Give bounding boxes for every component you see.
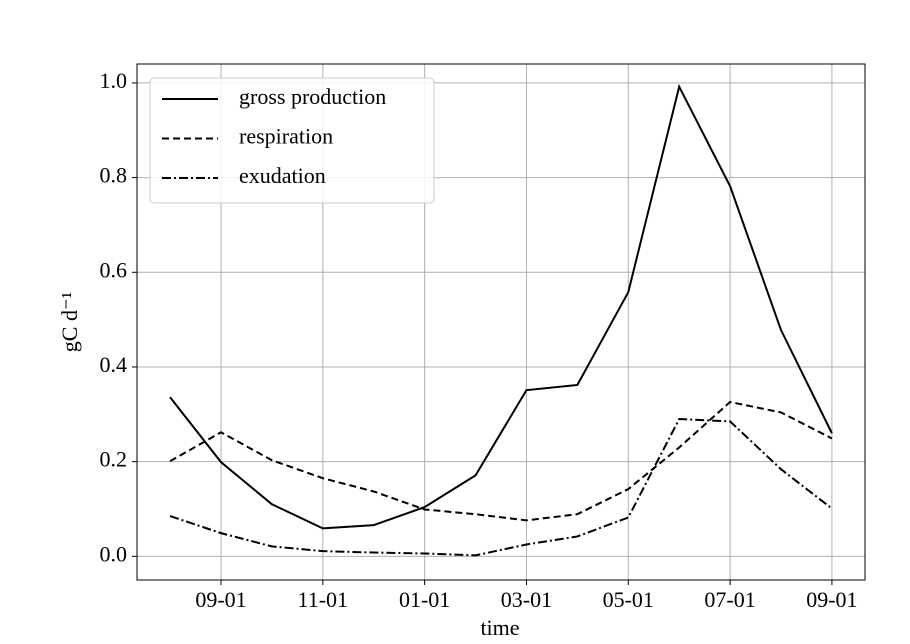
y-tick-label: 0.6 [100,257,128,282]
x-tick-label: 11-01 [298,587,349,612]
x-tick-label: 09-01 [806,587,857,612]
legend-label: exudation [239,163,326,188]
y-tick-label: 0.4 [100,352,128,377]
data-line [169,418,833,557]
legend-label: gross production [239,84,386,109]
x-tick-label: 07-01 [704,587,755,612]
y-tick-label: 1.0 [100,68,128,93]
x-tick-label: 09-01 [195,587,246,612]
data-line [169,400,833,522]
y-axis-label: gC d⁻¹ [57,292,82,352]
plot-frame [136,63,866,581]
legend-label: respiration [239,124,333,149]
x-tick-label: 03-01 [501,587,552,612]
legend-box [149,77,435,204]
x-tick-label: 05-01 [603,587,654,612]
y-tick-label: 0.2 [100,447,128,472]
legend: gross production respiration exudation [149,77,435,204]
x-axis-label: time [480,615,519,640]
y-tick-label: 0.0 [100,541,128,566]
y-tick-label: 0.8 [100,163,128,188]
data-line [169,83,833,530]
x-tick-label: 01-01 [399,587,450,612]
